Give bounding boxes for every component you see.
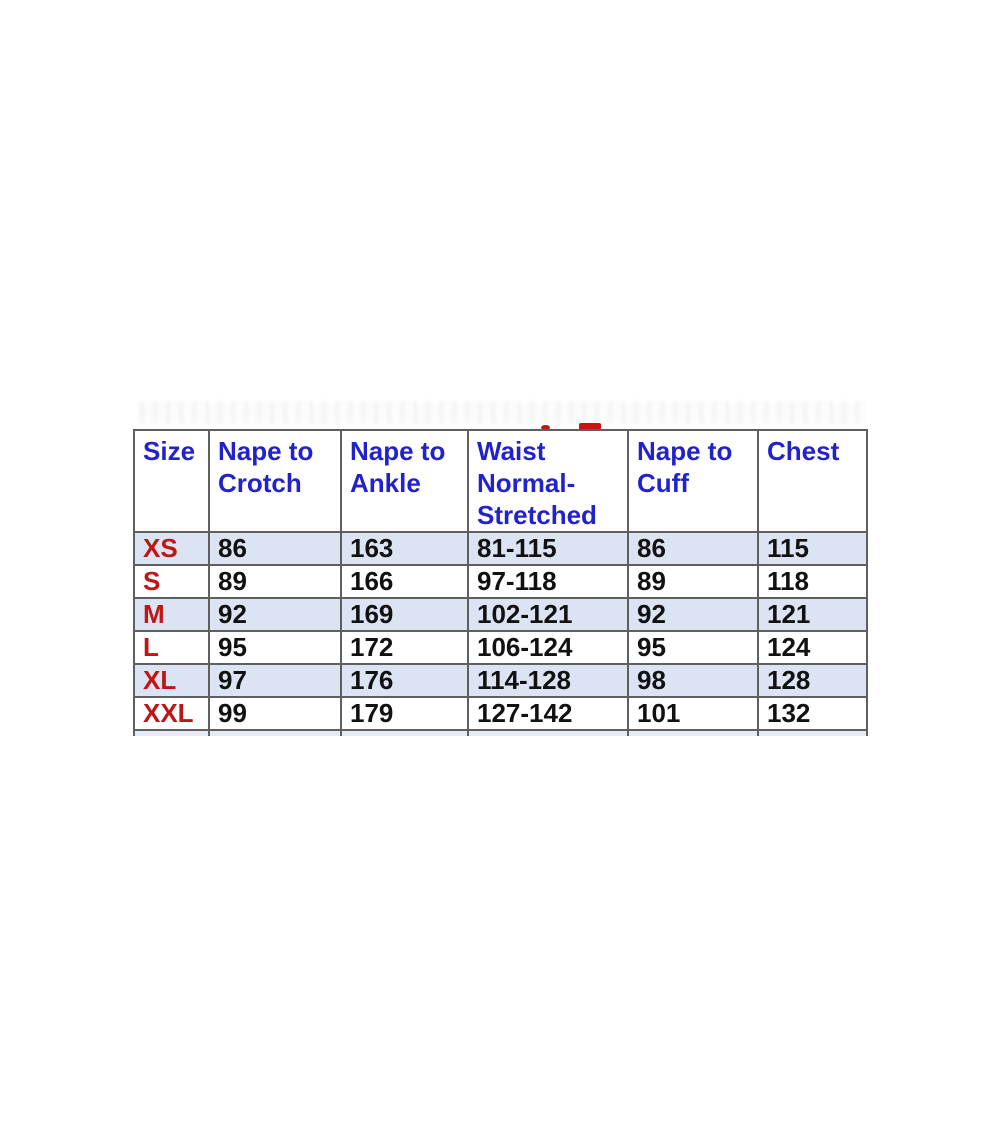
cell-value: 101 (627, 696, 759, 731)
size-label: L (133, 630, 210, 665)
cell-value: 99 (208, 696, 342, 731)
cell-value: 179 (340, 696, 469, 731)
table-row-s: S 89 166 97-118 89 118 (133, 564, 868, 599)
cell-value: 92 (208, 597, 342, 632)
column-header-nape-to-cuff: Nape to Cuff (627, 429, 759, 533)
cell-value: 95 (208, 630, 342, 665)
column-header-waist-normal-stretched: Waist Normal-Stretched (467, 429, 629, 533)
size-chart-table: Size Nape to Crotch Nape to Ankle Waist … (133, 429, 868, 736)
cell-value: 86 (208, 531, 342, 566)
cell-value: 114-128 (467, 663, 629, 698)
cell-value: 81-115 (467, 531, 629, 566)
table-row-xs: XS 86 163 81-115 86 115 (133, 531, 868, 566)
cell-value: 121 (757, 597, 868, 632)
cell-value: 89 (208, 564, 342, 599)
table-row-l: L 95 172 106-124 95 124 (133, 630, 868, 665)
cell-value: 106-124 (467, 630, 629, 665)
cell-value: 102-121 (467, 597, 629, 632)
table-row-m: M 92 169 102-121 92 121 (133, 597, 868, 632)
column-header-chest: Chest (757, 429, 868, 533)
cropped-text-artifact (140, 401, 866, 424)
size-label: XS (133, 531, 210, 566)
cropped-cell (208, 729, 342, 736)
cell-value: 92 (627, 597, 759, 632)
cell-value: 172 (340, 630, 469, 665)
cropped-cell (467, 729, 629, 736)
cell-value: 132 (757, 696, 868, 731)
cell-value: 128 (757, 663, 868, 698)
cell-value: 95 (627, 630, 759, 665)
column-header-size: Size (133, 429, 210, 533)
cropped-cell (757, 729, 868, 736)
cell-value: 124 (757, 630, 868, 665)
cell-value: 176 (340, 663, 469, 698)
size-label: M (133, 597, 210, 632)
size-label: XL (133, 663, 210, 698)
cropped-cell (627, 729, 759, 736)
cell-value: 169 (340, 597, 469, 632)
cell-value: 163 (340, 531, 469, 566)
cell-value: 97 (208, 663, 342, 698)
cell-value: 89 (627, 564, 759, 599)
column-header-nape-to-ankle: Nape to Ankle (340, 429, 469, 533)
header-row: Size Nape to Crotch Nape to Ankle Waist … (133, 429, 868, 533)
size-label: XXL (133, 696, 210, 731)
cell-value: 97-118 (467, 564, 629, 599)
cell-value: 86 (627, 531, 759, 566)
table-row-xxl: XXL 99 179 127-142 101 132 (133, 696, 868, 731)
cell-value: 115 (757, 531, 868, 566)
cell-value: 166 (340, 564, 469, 599)
cell-value: 127-142 (467, 696, 629, 731)
cropped-cell (340, 729, 469, 736)
cell-value: 118 (757, 564, 868, 599)
table-row-xl: XL 97 176 114-128 98 128 (133, 663, 868, 698)
cell-value: 98 (627, 663, 759, 698)
cropped-next-row (133, 729, 868, 736)
cropped-cell (133, 729, 210, 736)
size-label: S (133, 564, 210, 599)
column-header-nape-to-crotch: Nape to Crotch (208, 429, 342, 533)
red-text-remnant-dot (541, 425, 550, 430)
red-text-remnant-dash (579, 423, 601, 430)
